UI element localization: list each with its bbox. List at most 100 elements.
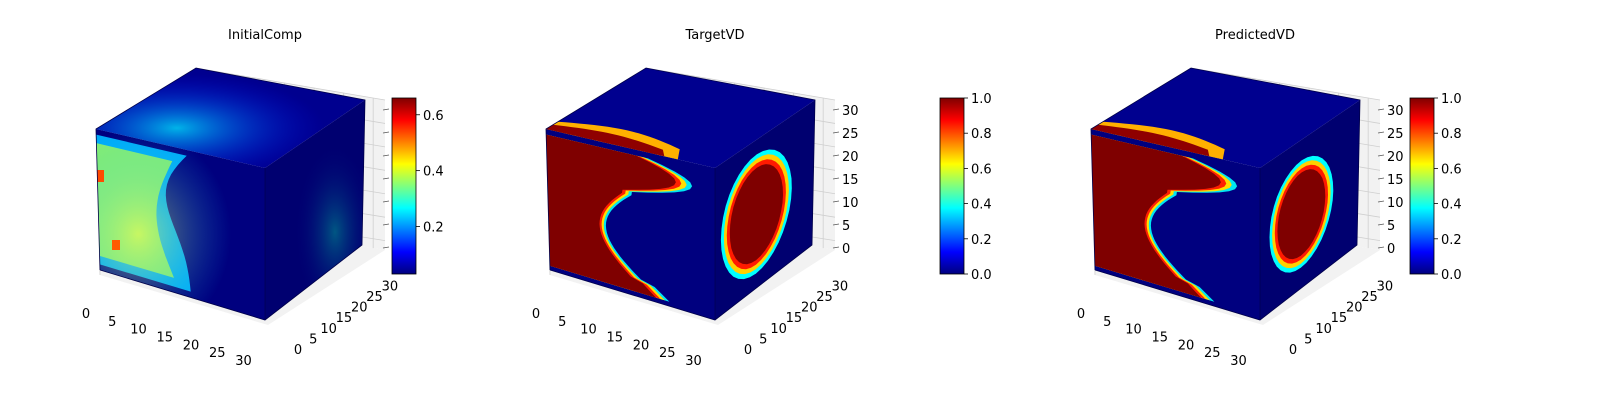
z-tick-mark [1377,131,1385,134]
y-tick-label: 15 [336,311,353,326]
x-tick-label: 20 [183,338,200,353]
z-tick-label: 5 [842,219,850,234]
z-tick-mark [832,177,840,180]
x-tick-label: 25 [1204,346,1221,361]
x-tick-label: 15 [1151,330,1168,345]
colorbar-tick-label: 0.8 [1441,127,1462,142]
y-tick-label: 5 [1304,332,1312,347]
y-tick-label: 10 [320,322,337,337]
z-tick-mark [1377,177,1385,180]
z-tick-mark [1377,108,1385,111]
y-tick-label: 20 [351,301,368,316]
y-tick-label: 25 [366,290,383,305]
top-band [546,124,665,157]
z-tick-mark [382,223,390,226]
z-tick-label: 30 [842,104,859,119]
z-tick-mark [382,154,390,157]
x-tick-label: 20 [1178,338,1195,353]
z-tick-mark [832,131,840,134]
y-tick-label: 0 [294,343,302,358]
panel-2: TargetVD05101520253005101520253005101520… [532,28,992,369]
x-tick-label: 10 [130,323,147,338]
colorbar-tick-label: 1.0 [971,92,992,107]
colorbar-tick-label: 0.0 [971,268,992,283]
colorbar-tick-label: 1.0 [1441,92,1462,107]
colorbar [391,97,417,275]
z-tick-mark [382,200,390,203]
x-tick-label: 30 [1230,354,1247,369]
hotspot-2 [112,240,120,250]
x-tick-label: 25 [209,346,226,361]
colorbar-tick-label: 0.2 [1441,233,1462,248]
z-tick-label: 15 [842,173,859,188]
y-tick-label: 30 [1377,279,1394,294]
y-tick-label: 5 [309,332,317,347]
z-tick-mark [1377,246,1385,249]
z-tick-label: 20 [842,150,859,165]
colorbar-tick-label: 0.8 [971,127,992,142]
z-tick-label: 25 [1387,127,1404,142]
y-tick-label: 25 [816,290,833,305]
grid-line [1190,67,1381,101]
colorbar-tick-label: 0.6 [1441,162,1462,177]
grid-line [195,67,386,101]
z-tick-mark [382,108,390,111]
colorbar-tick-label: 0.4 [971,198,992,213]
z-tick-label: 15 [1387,173,1404,188]
side-ellipse-core [729,164,783,265]
z-tick-label: 5 [1387,219,1395,234]
y-tick-label: 10 [1315,322,1332,337]
colorbar-tick-label: 0.4 [423,165,444,180]
y-tick-label: 20 [801,301,818,316]
z-tick-label: 25 [842,127,859,142]
panel-3: PredictedVD05101520253005101520253005101… [1077,28,1462,369]
colorbar-tick-label: 0.2 [971,233,992,248]
z-tick-label: 0 [842,242,850,257]
x-tick-label: 10 [1125,323,1142,338]
y-tick-label: 10 [770,322,787,337]
panel-1: InitialComp0510152025300510152025300.20.… [82,28,444,369]
x-tick-label: 25 [659,346,676,361]
y-tick-label: 15 [1331,311,1348,326]
composition-glow [96,129,265,320]
x-tick-label: 15 [606,330,623,345]
colorbar [1409,97,1435,275]
z-tick-mark [1377,154,1385,157]
z-tick-label: 10 [842,196,859,211]
panel-title: TargetVD [684,28,744,43]
colorbar-tick-label: 0.6 [971,162,992,177]
x-tick-label: 0 [1077,307,1085,322]
z-tick-mark [382,177,390,180]
y-tick-label: 0 [744,343,752,358]
x-tick-label: 0 [82,307,90,322]
y-tick-label: 30 [382,279,399,294]
x-tick-label: 30 [235,354,252,369]
hotspot-1 [97,170,104,182]
colorbar-tick-label: 0.6 [423,109,444,124]
x-tick-label: 5 [108,315,116,330]
z-tick-mark [832,246,840,249]
panel-title: PredictedVD [1215,28,1295,43]
colorbar-tick-label: 0.0 [1441,268,1462,283]
z-tick-mark [832,108,840,111]
y-tick-label: 15 [786,311,803,326]
y-tick-label: 0 [1289,343,1297,358]
z-tick-label: 0 [1387,242,1395,257]
x-tick-label: 15 [156,330,173,345]
side-ellipse-core [1277,169,1326,260]
z-tick-label: 30 [1387,104,1404,119]
z-tick-mark [832,200,840,203]
top-band [1091,124,1210,157]
y-tick-label: 20 [1346,301,1363,316]
z-tick-mark [832,223,840,226]
z-tick-mark [382,131,390,134]
y-tick-label: 25 [1361,290,1378,305]
side-haze [265,100,365,320]
y-tick-label: 30 [832,279,849,294]
panel-title: InitialComp [228,28,302,43]
x-tick-label: 5 [1103,315,1111,330]
x-tick-label: 30 [685,354,702,369]
top-haze [96,68,365,168]
colorbar-tick-label: 0.4 [1441,198,1462,213]
